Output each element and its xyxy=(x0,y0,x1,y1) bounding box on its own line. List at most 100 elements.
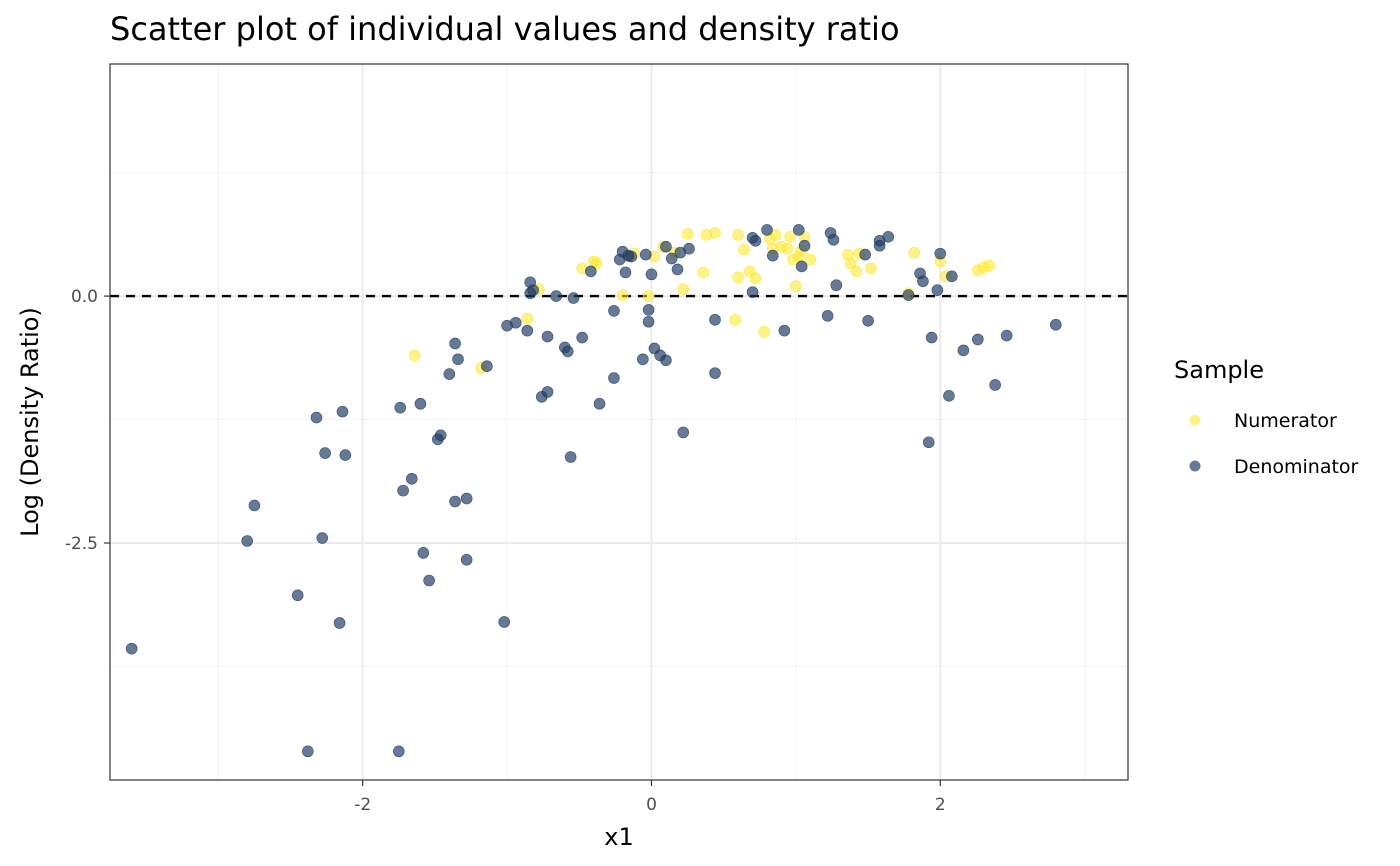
data-point-numerator xyxy=(709,227,721,239)
data-point-denominator xyxy=(291,589,304,602)
data-point-denominator xyxy=(550,290,562,302)
data-point-denominator xyxy=(792,224,805,236)
data-point-denominator xyxy=(934,247,947,260)
data-point-denominator xyxy=(660,354,672,367)
data-point-denominator xyxy=(241,535,253,547)
data-point-denominator xyxy=(778,324,791,337)
data-point-denominator xyxy=(642,304,655,316)
data-point-denominator xyxy=(443,368,456,380)
data-point-denominator xyxy=(125,642,138,655)
data-point-numerator xyxy=(790,280,802,293)
data-point-denominator xyxy=(761,224,773,236)
x-axis-title: x1 xyxy=(604,823,633,851)
data-points xyxy=(125,224,1062,758)
data-point-denominator xyxy=(946,270,958,283)
data-point-numerator xyxy=(781,242,794,255)
data-point-denominator xyxy=(498,616,511,628)
data-point-denominator xyxy=(541,386,554,398)
data-point-numerator xyxy=(408,349,421,362)
data-point-denominator xyxy=(608,372,620,384)
y-tick-label: -2.5 xyxy=(65,534,98,554)
x-tick-label: 0 xyxy=(646,795,657,815)
data-point-numerator xyxy=(844,257,857,270)
data-point-denominator xyxy=(460,492,473,505)
data-point-denominator xyxy=(1050,318,1062,331)
data-point-denominator xyxy=(827,233,840,246)
data-point-denominator xyxy=(333,617,346,629)
data-point-numerator xyxy=(804,253,817,266)
data-point-denominator xyxy=(405,472,418,485)
legend-label-numerator: Numerator xyxy=(1234,410,1337,432)
data-point-denominator xyxy=(319,447,331,459)
y-axis-ticks: 0.0 -2.5 xyxy=(65,287,110,554)
legend-title: Sample xyxy=(1174,356,1264,384)
data-point-numerator xyxy=(784,231,796,243)
data-point-numerator xyxy=(697,266,710,279)
data-point-denominator xyxy=(316,532,329,544)
data-point-denominator xyxy=(585,265,597,278)
data-point-denominator xyxy=(766,249,779,262)
data-point-denominator xyxy=(392,745,405,758)
data-point-numerator xyxy=(732,271,744,284)
data-point-denominator xyxy=(645,268,658,281)
data-point-denominator xyxy=(561,345,574,358)
data-point-numerator xyxy=(590,257,603,270)
data-point-denominator xyxy=(423,574,435,587)
data-point-denominator xyxy=(709,313,721,326)
data-point-denominator xyxy=(564,451,577,463)
data-point-denominator xyxy=(749,234,762,247)
data-point-denominator xyxy=(248,499,261,512)
data-point-denominator xyxy=(625,250,638,263)
data-point-denominator xyxy=(414,397,427,410)
data-point-denominator xyxy=(527,284,539,296)
data-point-numerator xyxy=(521,312,534,325)
data-point-denominator xyxy=(821,310,834,322)
data-point-denominator xyxy=(619,266,632,279)
data-point-denominator xyxy=(339,449,352,461)
data-point-denominator xyxy=(989,379,1001,391)
data-point-denominator xyxy=(642,315,655,328)
data-point-denominator xyxy=(931,284,944,296)
data-point-denominator xyxy=(637,353,649,366)
data-point-numerator xyxy=(681,228,694,240)
x-axis-ticks: -2 0 2 xyxy=(354,780,946,815)
data-point-denominator xyxy=(709,367,721,379)
plot-panel-border xyxy=(109,63,1129,781)
data-point-denominator xyxy=(336,405,349,418)
data-point-numerator xyxy=(732,229,744,241)
y-axis-title: Log (Density Ratio) xyxy=(16,307,44,537)
data-point-denominator xyxy=(593,397,606,410)
x-tick-label: 2 xyxy=(935,795,946,815)
data-point-denominator xyxy=(683,242,695,255)
data-point-numerator xyxy=(769,229,782,241)
data-point-denominator xyxy=(922,436,935,449)
data-point-denominator xyxy=(957,344,970,357)
data-point-numerator xyxy=(738,243,750,256)
data-point-numerator xyxy=(908,246,921,259)
legend-swatch-denominator xyxy=(1189,460,1201,472)
data-point-denominator xyxy=(902,289,915,301)
data-point-denominator xyxy=(882,231,895,243)
x-tick-label: -2 xyxy=(354,795,371,815)
data-point-denominator xyxy=(859,248,871,261)
data-point-denominator xyxy=(795,260,808,273)
data-point-denominator xyxy=(481,360,493,373)
data-point-denominator xyxy=(449,495,461,508)
data-point-denominator xyxy=(639,248,652,261)
data-point-denominator xyxy=(925,331,938,344)
data-point-denominator xyxy=(310,411,323,424)
data-point-numerator xyxy=(642,290,655,302)
data-point-numerator xyxy=(983,259,996,272)
data-point-denominator xyxy=(576,331,588,344)
data-point-numerator xyxy=(749,272,762,285)
data-point-denominator xyxy=(1000,329,1013,342)
data-point-numerator xyxy=(865,262,877,275)
data-point-denominator xyxy=(830,279,843,292)
data-point-denominator xyxy=(397,484,409,497)
data-point-denominator xyxy=(862,314,874,327)
data-point-denominator xyxy=(541,330,554,343)
data-point-denominator xyxy=(972,333,984,346)
data-point-numerator xyxy=(850,265,863,278)
data-point-denominator xyxy=(417,547,430,559)
